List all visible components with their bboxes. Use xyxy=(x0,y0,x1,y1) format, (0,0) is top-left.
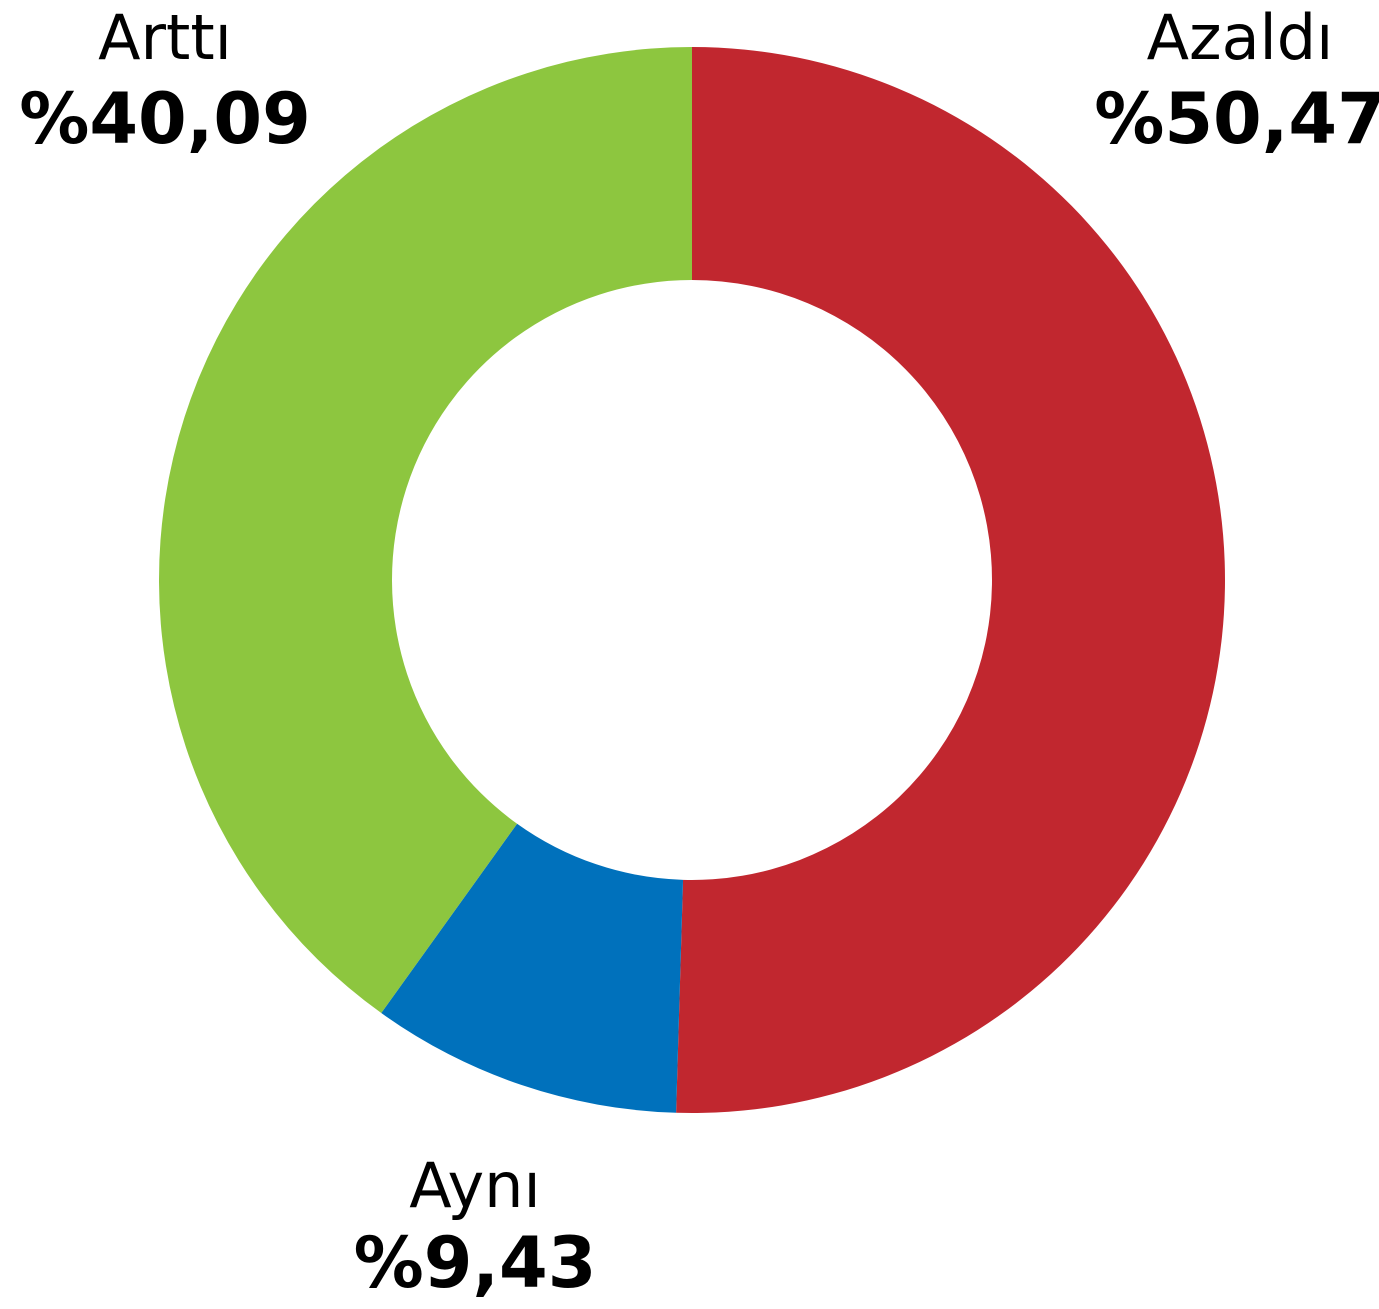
slice-label: Azaldı xyxy=(1147,1,1334,74)
slice-value: %9,43 xyxy=(354,1222,597,1304)
donut-slice xyxy=(381,823,684,1113)
slice-value: %50,47 xyxy=(1094,78,1379,160)
slice-label: Arttı xyxy=(98,1,232,74)
donut-slice xyxy=(676,47,1225,1113)
slice-value: %40,09 xyxy=(19,78,311,160)
slice-label: Aynı xyxy=(409,1149,540,1222)
donut-slice xyxy=(158,46,692,1014)
